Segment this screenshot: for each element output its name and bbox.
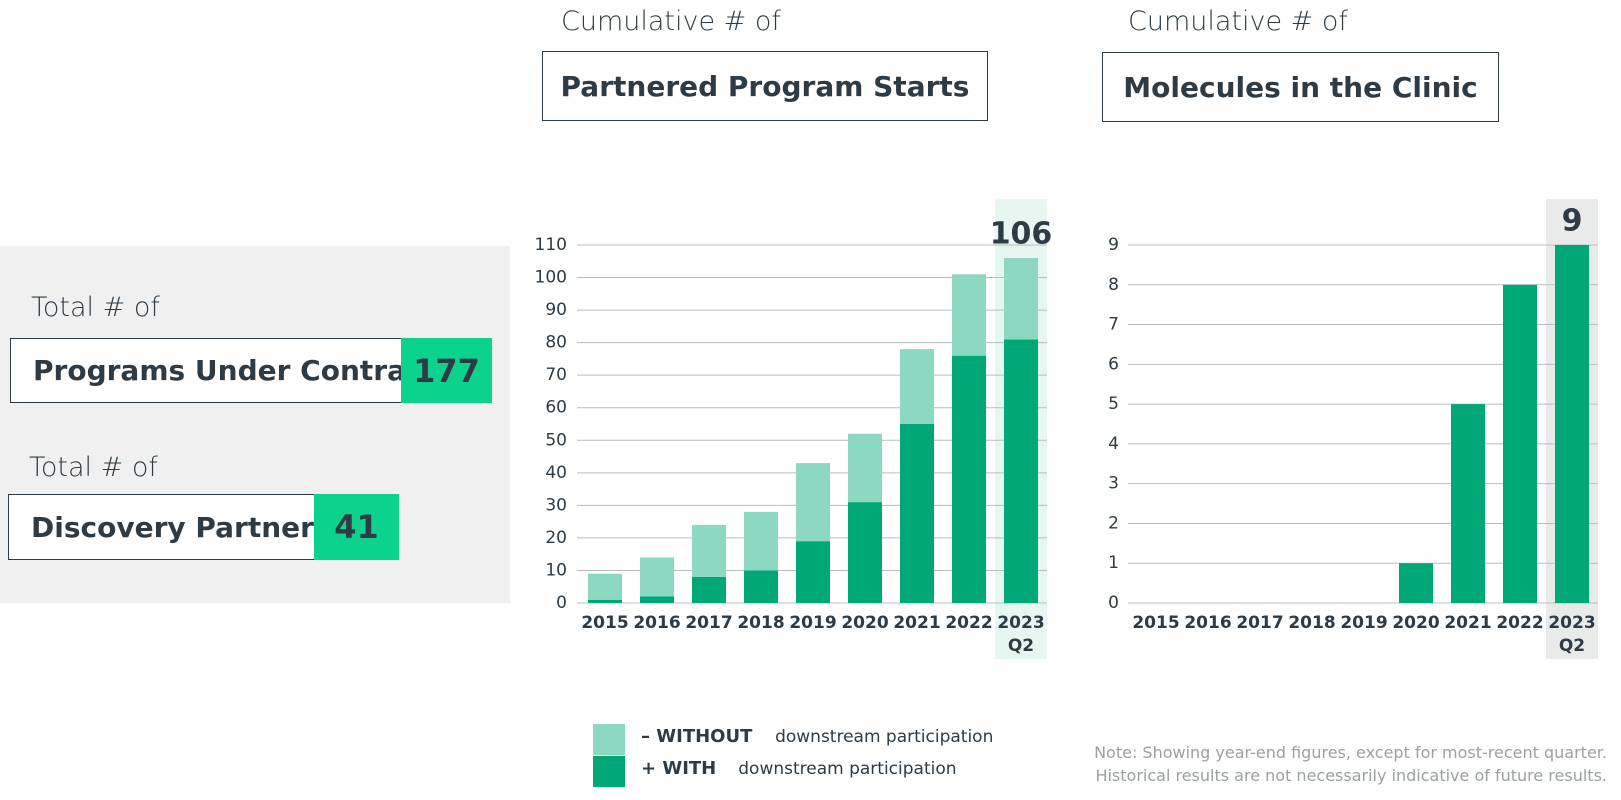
chart-title: Partnered Program Starts bbox=[542, 51, 988, 121]
y-tick-label: 9 bbox=[1108, 235, 1119, 255]
bar bbox=[1451, 404, 1485, 603]
x-tick-label: 2016 bbox=[1184, 613, 1232, 633]
y-tick-label: 30 bbox=[545, 495, 567, 515]
y-tick-label: 40 bbox=[545, 463, 567, 483]
legend-label: + WITH bbox=[641, 758, 716, 779]
y-tick-label: 2 bbox=[1108, 513, 1119, 533]
x-tick-label: 2019 bbox=[1340, 613, 1388, 633]
x-tick-label: 2015 bbox=[581, 613, 629, 633]
y-tick-label: 4 bbox=[1108, 434, 1119, 454]
y-tick-label: 60 bbox=[545, 398, 567, 418]
bar-segment bbox=[900, 349, 934, 424]
x-tick-label: 2021 bbox=[1444, 613, 1492, 633]
x-tick-label: 2017 bbox=[685, 613, 733, 633]
x-tick-label: 2021 bbox=[893, 613, 941, 633]
bar-segment bbox=[796, 541, 830, 603]
bar-segment bbox=[744, 511, 778, 571]
bar-segment bbox=[1004, 258, 1038, 340]
x-tick-label: 2023 Q2 bbox=[997, 613, 1045, 656]
x-tick-label: 2016 bbox=[633, 613, 681, 633]
legend-swatch bbox=[593, 756, 625, 787]
x-tick-label: 2020 bbox=[841, 613, 889, 633]
y-tick-label: 3 bbox=[1108, 474, 1119, 494]
legend-label: – WITHOUT bbox=[641, 726, 753, 747]
bar-segment bbox=[692, 576, 726, 603]
chart-pretitle: Cumulative # of bbox=[1128, 6, 1348, 37]
bar-segment bbox=[1004, 339, 1038, 603]
y-tick-label: 20 bbox=[545, 528, 567, 548]
y-tick-label: 50 bbox=[545, 430, 567, 450]
x-tick-label: 2022 bbox=[1496, 613, 1544, 633]
x-tick-label: 2020 bbox=[1392, 613, 1440, 633]
y-tick-label: 0 bbox=[556, 593, 567, 613]
legend-suffix: downstream participation bbox=[738, 759, 956, 779]
chart-title: Molecules in the Clinic bbox=[1102, 52, 1499, 122]
x-tick-label: 2015 bbox=[1132, 613, 1180, 633]
bar-segment bbox=[588, 599, 622, 603]
highlight-label: 106 bbox=[990, 217, 1053, 252]
x-tick-label: 2017 bbox=[1236, 613, 1284, 633]
bar bbox=[1503, 284, 1537, 603]
y-tick-label: 80 bbox=[545, 333, 567, 353]
x-tick-label: 2018 bbox=[1288, 613, 1336, 633]
highlight-label: 9 bbox=[1562, 204, 1583, 239]
bar-segment bbox=[848, 433, 882, 503]
x-tick-label: 2018 bbox=[737, 613, 785, 633]
note-line: Historical results are not necessarily i… bbox=[1095, 766, 1607, 785]
label-box: Discovery Partners bbox=[8, 494, 331, 560]
bar-segment bbox=[692, 524, 726, 577]
bar bbox=[1399, 563, 1433, 603]
y-tick-label: 8 bbox=[1108, 275, 1119, 295]
y-tick-label: 70 bbox=[545, 365, 567, 385]
bar-segment bbox=[952, 355, 986, 603]
y-tick-label: 110 bbox=[535, 235, 567, 255]
y-tick-label: 6 bbox=[1108, 354, 1119, 374]
bar-segment bbox=[796, 463, 830, 542]
x-tick-label: 2019 bbox=[789, 613, 837, 633]
label-box: Programs Under Contract bbox=[10, 338, 436, 403]
note: Note: Showing year-end figures, except f… bbox=[1094, 741, 1607, 787]
bar-segment bbox=[588, 573, 622, 600]
legend-swatch bbox=[593, 724, 625, 755]
x-tick-label: 2022 bbox=[945, 613, 993, 633]
bar-segment bbox=[952, 274, 986, 356]
caption: Total # of bbox=[29, 452, 158, 483]
y-tick-label: 5 bbox=[1108, 394, 1119, 414]
bar bbox=[1555, 245, 1589, 603]
chart-pretitle: Cumulative # of bbox=[561, 6, 781, 37]
y-tick-label: 1 bbox=[1108, 553, 1119, 573]
y-tick-label: 0 bbox=[1108, 593, 1119, 613]
legend-suffix: downstream participation bbox=[775, 727, 993, 747]
bar-segment bbox=[640, 596, 674, 603]
x-tick-label: 2023 Q2 bbox=[1548, 613, 1596, 656]
value-box: 41 bbox=[314, 494, 399, 560]
note-line: Note: Showing year-end figures, except f… bbox=[1094, 743, 1607, 762]
y-tick-label: 7 bbox=[1108, 315, 1119, 335]
y-tick-label: 100 bbox=[535, 268, 567, 288]
bar-segment bbox=[640, 557, 674, 597]
y-tick-label: 10 bbox=[545, 560, 567, 580]
caption: Total # of bbox=[31, 292, 160, 323]
bar-segment bbox=[848, 502, 882, 603]
bar-segment bbox=[744, 570, 778, 603]
y-tick-label: 90 bbox=[545, 300, 567, 320]
bar-segment bbox=[900, 424, 934, 603]
value-box: 177 bbox=[401, 338, 492, 403]
